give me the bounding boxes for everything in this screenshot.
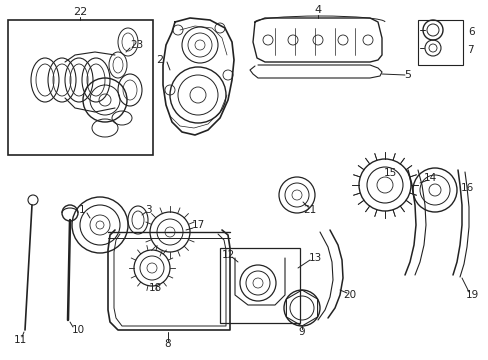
Text: 5: 5: [404, 70, 411, 80]
Text: 21: 21: [303, 205, 316, 215]
Text: 7: 7: [466, 45, 472, 55]
Text: 19: 19: [465, 290, 478, 300]
Text: 15: 15: [383, 168, 396, 178]
Text: 14: 14: [423, 173, 436, 183]
Text: 11: 11: [13, 335, 26, 345]
Text: 6: 6: [468, 27, 474, 37]
Text: 3: 3: [144, 205, 151, 215]
Text: 13: 13: [308, 253, 321, 263]
Text: 16: 16: [459, 183, 473, 193]
Bar: [220, 248, 299, 323]
Text: 1: 1: [79, 205, 85, 215]
Text: 8: 8: [164, 339, 171, 349]
Text: 23: 23: [130, 40, 143, 50]
Text: 2: 2: [156, 55, 163, 65]
Text: 17: 17: [191, 220, 204, 230]
Text: 10: 10: [71, 325, 84, 335]
Text: 22: 22: [73, 7, 87, 17]
Text: 9: 9: [298, 327, 305, 337]
Bar: [8, 20, 153, 155]
Text: 20: 20: [343, 290, 356, 300]
Text: 4: 4: [314, 5, 321, 15]
Text: 12: 12: [221, 250, 234, 260]
Bar: [417, 20, 462, 65]
Text: 18: 18: [148, 283, 162, 293]
